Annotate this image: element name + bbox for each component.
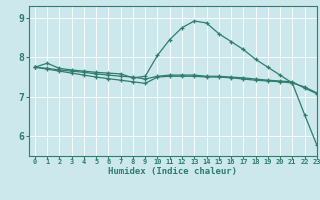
- X-axis label: Humidex (Indice chaleur): Humidex (Indice chaleur): [108, 167, 237, 176]
